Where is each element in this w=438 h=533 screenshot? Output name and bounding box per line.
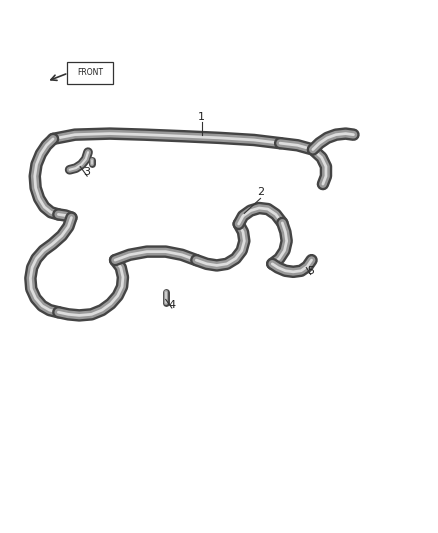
Text: 1: 1: [198, 112, 205, 122]
Text: 5: 5: [307, 266, 314, 276]
Text: 2: 2: [257, 188, 264, 197]
Text: 3: 3: [84, 167, 91, 177]
Text: FRONT: FRONT: [77, 69, 103, 77]
Text: 4: 4: [168, 300, 175, 310]
